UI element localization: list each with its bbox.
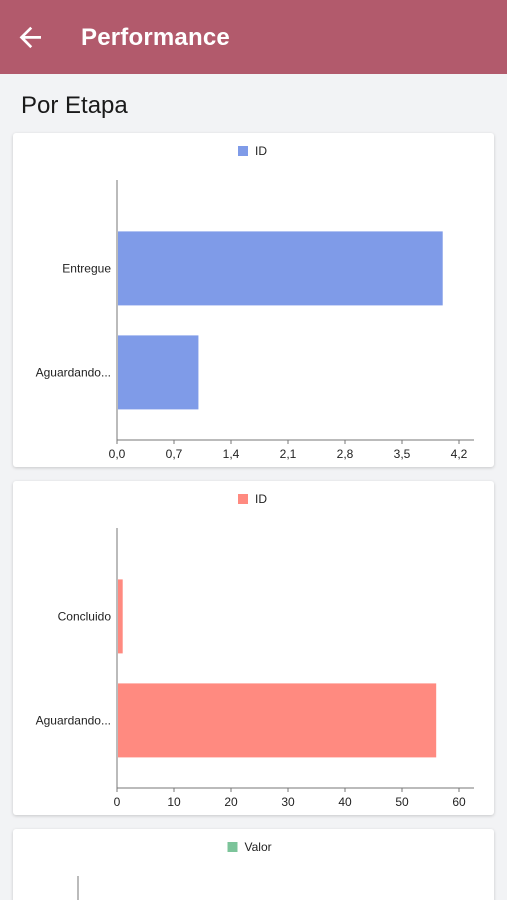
app-bar: Performance <box>0 0 507 74</box>
x-tick-label: 0,7 <box>166 447 183 461</box>
bar-chart-1: ID Entregue Aguardando... 0,0 0,7 1,4 2,1 2,8 3,… <box>36 144 474 461</box>
category-label: Aguardando... <box>36 713 111 727</box>
category-label: Concluido <box>58 609 112 623</box>
bar-chart-2: ID Concluido Aguardando... 0 10 20 30 40 50 60 <box>36 492 474 809</box>
x-tick-label: 10 <box>167 795 181 809</box>
x-tick-label: 30 <box>281 795 295 809</box>
x-tick-label: 2,1 <box>280 447 297 461</box>
bar-1 <box>118 579 123 654</box>
legend-label: Valor <box>245 840 272 854</box>
category-label: Entregue <box>62 261 111 275</box>
legend-swatch <box>227 842 238 852</box>
legend-label: ID <box>255 144 267 158</box>
arrow-back-icon <box>19 26 41 49</box>
x-tick-label: 50 <box>395 795 409 809</box>
x-tick-label: 0 <box>114 795 121 809</box>
chart-card-3: Valor <box>13 829 494 900</box>
x-tick-label: 60 <box>452 795 466 809</box>
back-button[interactable] <box>14 20 48 54</box>
x-tick-label: 3,5 <box>394 447 411 461</box>
x-tick-label: 1,4 <box>223 447 240 461</box>
page-title: Performance <box>81 24 230 51</box>
bar-2 <box>118 683 437 758</box>
legend-swatch <box>238 494 248 504</box>
x-tick-label: 20 <box>224 795 238 809</box>
x-tick-label: 40 <box>338 795 352 809</box>
legend-label: ID <box>255 492 267 506</box>
x-tick-label: 4,2 <box>451 447 468 461</box>
category-label: Aguardando... <box>36 365 111 379</box>
chart-card-1: ID Entregue Aguardando... 0,0 0,7 1,4 2,1 2,8 3,… <box>13 133 494 467</box>
section-title: Por Etapa <box>21 92 128 119</box>
x-tick-label: 0,0 <box>109 447 126 461</box>
bar-chart-3: Valor <box>77 840 272 900</box>
chart-card-2: ID Concluido Aguardando... 0 10 20 30 40 50 60 <box>13 481 494 815</box>
legend-swatch <box>238 146 248 156</box>
bar-1 <box>118 231 443 306</box>
bar-2 <box>118 335 199 410</box>
x-tick-label: 2,8 <box>337 447 354 461</box>
